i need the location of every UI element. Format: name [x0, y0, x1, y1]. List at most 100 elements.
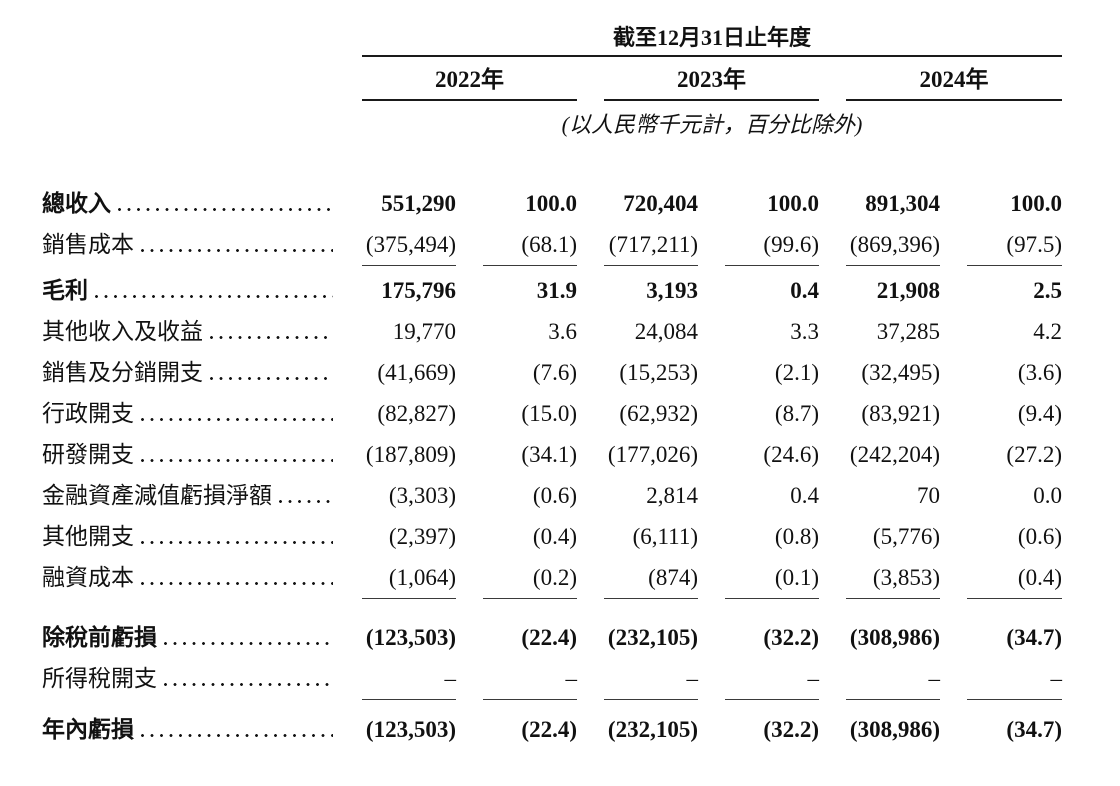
table-body: 總收入 551,290 100.0 720,404 100.0 891,304 … [0, 183, 1120, 750]
cell-2024-percent: – [967, 658, 1062, 700]
row-label: 總收入 [42, 191, 111, 216]
row-label-cell: 銷售成本 [42, 224, 335, 266]
cell-2023-amount: (874) [604, 557, 698, 599]
cell-2023-amount: 720,404 [623, 191, 698, 216]
dot-leader [164, 683, 333, 686]
cell-2022-amount: 19,770 [392, 319, 456, 344]
row-label: 融資成本 [42, 565, 134, 590]
dot-leader [141, 418, 333, 421]
cell-2023-amount: 24,084 [634, 319, 698, 344]
table-row: 其他收入及收益 19,770 3.6 24,084 3.3 37,285 4.2 [42, 311, 1062, 352]
table-row: 研發開支 (187,809) (34.1) (177,026) (24.6) (… [42, 434, 1062, 475]
row-label-cell: 總收入 [42, 183, 335, 224]
cell-2023-percent: (32.2) [763, 625, 819, 650]
row-label: 年內虧損 [42, 717, 134, 742]
cell-2023-amount: – [604, 658, 698, 700]
cell-2022-percent: (68.1) [483, 224, 577, 266]
dot-leader [210, 336, 333, 339]
cell-2024-amount: 891,304 [865, 191, 940, 216]
cell-2023-percent: (0.1) [725, 557, 819, 599]
cell-2023-percent: (32.2) [763, 717, 819, 742]
row-label: 銷售及分銷開支 [42, 360, 203, 385]
table-header: 截至12月31日止年度 2022年 2023年 2024年 (以人民幣千元計，百… [42, 0, 1062, 139]
table-row: 融資成本 (1,064) (0.2) (874) (0.1) (3,853) (… [42, 557, 1062, 599]
unit-note: (以人民幣千元計，百分比除外) [561, 112, 863, 137]
row-label: 其他開支 [42, 524, 134, 549]
cell-2024-percent: (0.6) [1017, 524, 1062, 549]
cell-2022-percent: (15.0) [521, 401, 577, 426]
row-label-cell: 所得稅開支 [42, 658, 335, 700]
dot-leader [141, 734, 333, 737]
cell-2022-amount: – [362, 658, 456, 700]
row-label-cell: 其他開支 [42, 516, 335, 557]
row-label-cell: 年內虧損 [42, 709, 335, 750]
cell-2024-percent: 4.2 [1033, 319, 1062, 344]
row-label: 研發開支 [42, 442, 134, 467]
dot-leader [164, 642, 333, 645]
cell-2023-percent: – [725, 658, 819, 700]
cell-2022-amount: (123,503) [365, 625, 456, 650]
cell-2024-percent: 100.0 [1010, 191, 1062, 216]
cell-2024-percent: (27.2) [1006, 442, 1062, 467]
cell-2024-percent: (9.4) [1017, 401, 1062, 426]
cell-2024-amount: – [846, 658, 940, 700]
cell-2023-percent: 100.0 [767, 191, 819, 216]
table-row: 銷售及分銷開支 (41,669) (7.6) (15,253) (2.1) (3… [42, 352, 1062, 393]
cell-2024-amount: (308,986) [849, 717, 940, 742]
cell-2022-percent: (22.4) [521, 625, 577, 650]
dot-leader [210, 377, 333, 380]
cell-2022-amount: (41,669) [377, 360, 456, 385]
cell-2022-percent: – [483, 658, 577, 700]
row-label-cell: 研發開支 [42, 434, 335, 475]
year-2024-header: 2024年 [846, 57, 1062, 101]
row-label: 所得稅開支 [42, 666, 157, 691]
cell-2024-percent: 2.5 [1033, 278, 1062, 303]
cell-2022-percent: (34.1) [521, 442, 577, 467]
dot-leader [279, 500, 333, 503]
cell-2023-amount: (232,105) [607, 625, 698, 650]
row-label-cell: 毛利 [42, 270, 335, 311]
cell-2024-amount: 37,285 [876, 319, 940, 344]
cell-2023-amount: (177,026) [607, 442, 698, 467]
row-label: 除稅前虧損 [42, 625, 157, 650]
cell-2024-percent: (34.7) [1006, 625, 1062, 650]
cell-2023-percent: 0.4 [790, 278, 819, 303]
cell-2024-percent: (97.5) [967, 224, 1062, 266]
row-label-cell: 除稅前虧損 [42, 617, 335, 658]
cell-2022-amount: (2,397) [388, 524, 456, 549]
dot-leader [141, 459, 333, 462]
cell-2024-percent: (3.6) [1017, 360, 1062, 385]
cell-2022-percent: 31.9 [536, 278, 577, 303]
cell-2022-percent: (0.2) [483, 557, 577, 599]
table-row: 總收入 551,290 100.0 720,404 100.0 891,304 … [42, 183, 1062, 224]
table-row: 所得稅開支 – – – – – – [42, 658, 1062, 700]
cell-2023-amount: 2,814 [646, 483, 698, 508]
row-label-cell: 行政開支 [42, 393, 335, 434]
year-2023-header: 2023年 [604, 57, 819, 101]
cell-2022-amount: (187,809) [365, 442, 456, 467]
row-label-cell: 其他收入及收益 [42, 311, 335, 352]
cell-2024-percent: (34.7) [1006, 717, 1062, 742]
table-row: 年內虧損 (123,503) (22.4) (232,105) (32.2) (… [42, 709, 1062, 750]
cell-2023-amount: 3,193 [646, 278, 698, 303]
row-label: 毛利 [42, 278, 88, 303]
table-row: 除稅前虧損 (123,503) (22.4) (232,105) (32.2) … [42, 617, 1062, 658]
cell-2024-amount: (308,986) [849, 625, 940, 650]
cell-2022-percent: 3.6 [548, 319, 577, 344]
cell-2022-amount: (123,503) [365, 717, 456, 742]
cell-2023-percent: (8.7) [774, 401, 819, 426]
cell-2024-percent: 0.0 [1033, 483, 1062, 508]
cell-2023-percent: (99.6) [725, 224, 819, 266]
cell-2023-amount: (717,211) [604, 224, 698, 266]
cell-2022-percent: (7.6) [532, 360, 577, 385]
cell-2024-amount: (5,776) [872, 524, 940, 549]
table-row: 銷售成本 (375,494) (68.1) (717,211) (99.6) (… [42, 224, 1062, 266]
cell-2023-percent: (24.6) [763, 442, 819, 467]
cell-2024-amount: (32,495) [861, 360, 940, 385]
table-row: 行政開支 (82,827) (15.0) (62,932) (8.7) (83,… [42, 393, 1062, 434]
dot-leader [141, 582, 333, 585]
cell-2022-amount: (3,303) [388, 483, 456, 508]
cell-2024-amount: (869,396) [846, 224, 940, 266]
cell-2024-amount: 21,908 [876, 278, 940, 303]
